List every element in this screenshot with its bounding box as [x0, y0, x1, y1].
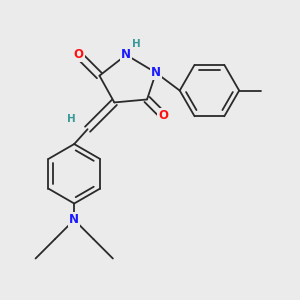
Text: O: O	[158, 109, 168, 122]
Text: H: H	[67, 114, 76, 124]
Text: N: N	[151, 66, 161, 79]
Text: H: H	[132, 40, 141, 50]
Text: N: N	[69, 213, 79, 226]
Text: N: N	[121, 48, 131, 62]
Text: O: O	[74, 48, 84, 62]
